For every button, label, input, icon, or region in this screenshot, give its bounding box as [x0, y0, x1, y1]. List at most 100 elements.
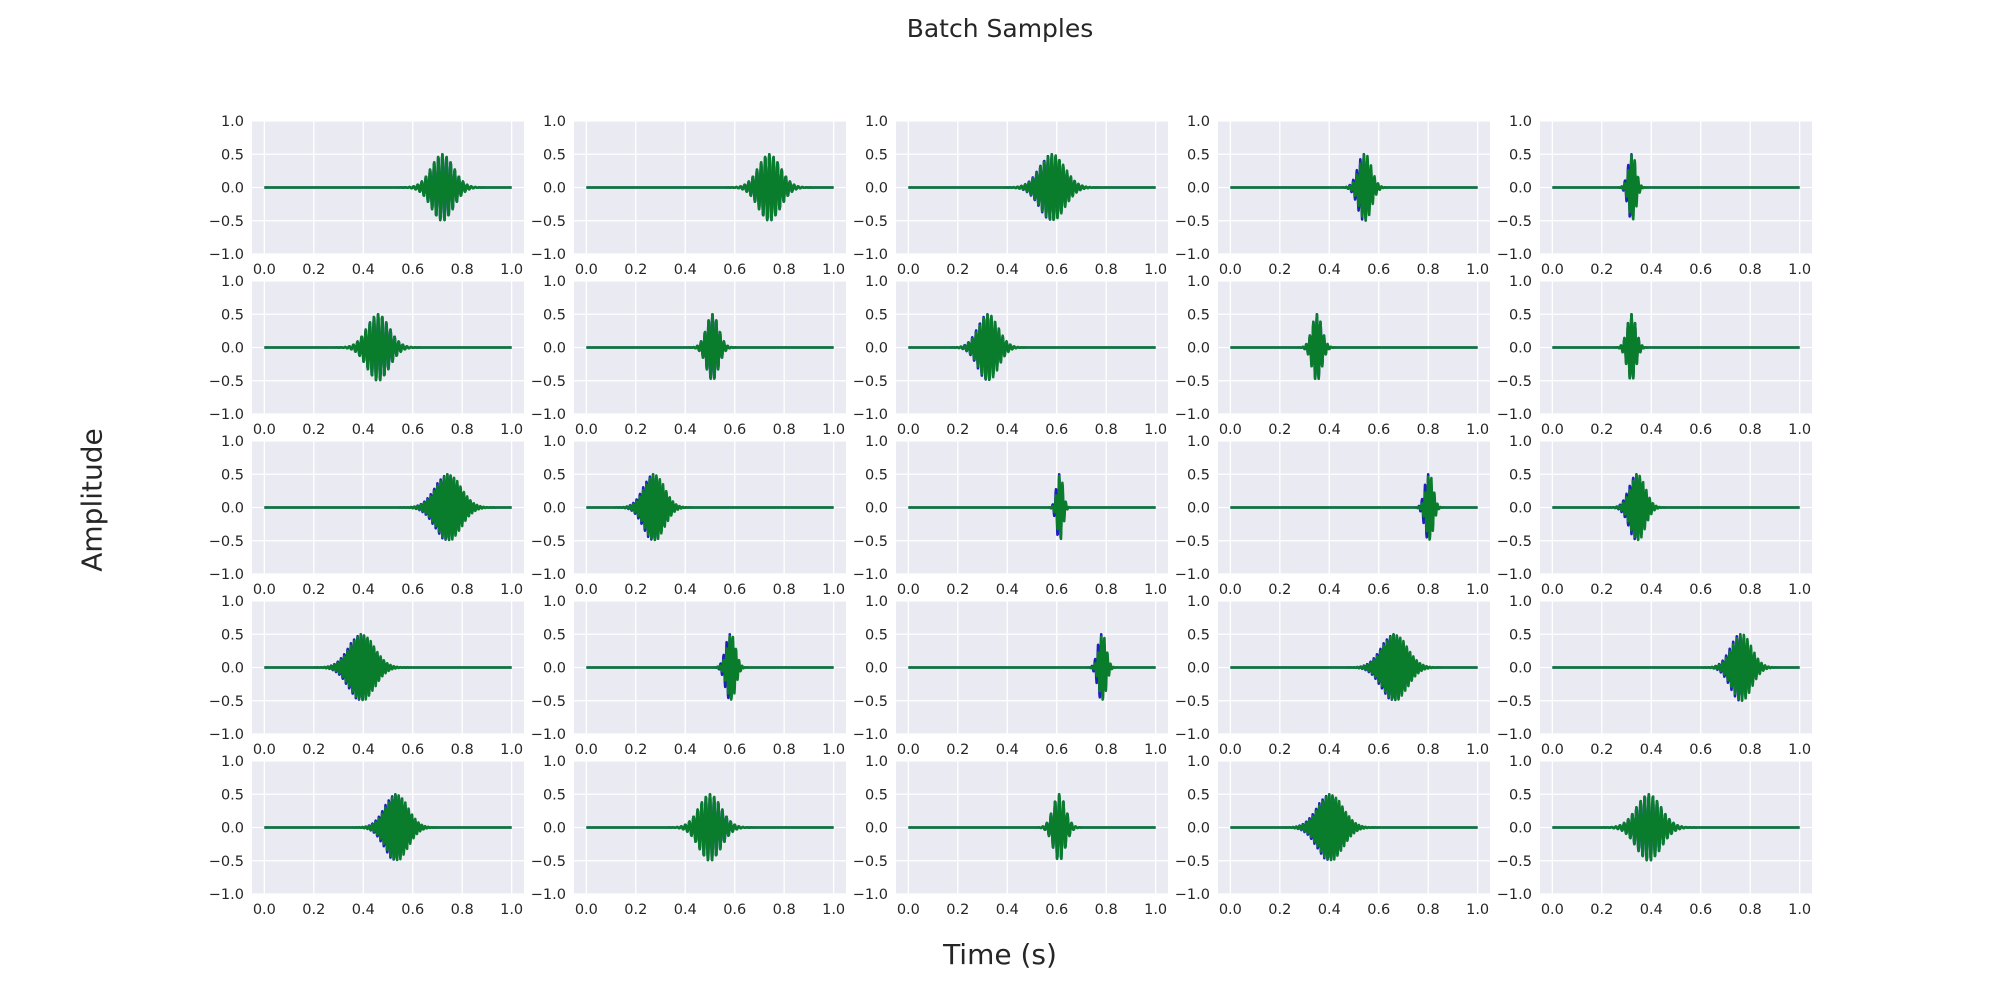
x-tick-label: 0.2 — [302, 422, 325, 438]
subplot-23: 0.0 0.2 0.4 0.6 0.8 1.0 1.0 0.5 0.0 −0.5 −1.0 — [853, 754, 1168, 918]
x-tick-label: 0.6 — [1367, 582, 1390, 598]
x-tick-label: 0.8 — [1417, 902, 1440, 918]
x-tick-label: 0.4 — [1318, 422, 1341, 438]
subplot-7: 0.0 0.2 0.4 0.6 0.8 1.0 1.0 0.5 0.0 −0.5 −1.0 — [531, 274, 846, 438]
y-tick-label: 0.0 — [1187, 341, 1210, 357]
y-tick-label: 0.0 — [865, 661, 888, 677]
chart-title: Batch Samples — [906, 14, 1094, 43]
y-tick-label: 0.5 — [865, 627, 888, 643]
overlay-trace — [263, 473, 513, 542]
x-tick-label: 0.6 — [1689, 422, 1712, 438]
x-tick-label: 1.0 — [500, 582, 523, 598]
y-tick-label: 0.0 — [543, 661, 566, 677]
overlay-trace — [1551, 633, 1801, 703]
x-tick-label: 0.0 — [575, 902, 598, 918]
y-tick-label: 0.0 — [865, 341, 888, 357]
y-tick-label: 0.5 — [221, 627, 244, 643]
y-tick-label: 1.0 — [865, 274, 888, 290]
y-tick-label: 0.0 — [1509, 821, 1532, 837]
x-tick-label: 1.0 — [500, 262, 523, 278]
x-tick-label: 1.0 — [1144, 422, 1167, 438]
y-tick-label: −0.5 — [531, 214, 566, 230]
x-tick-label: 0.2 — [1590, 902, 1613, 918]
y-tick-label: 0.0 — [221, 341, 244, 357]
x-tick-label: 0.4 — [352, 902, 375, 918]
x-tick-label: 0.4 — [1640, 262, 1663, 278]
y-tick-label: 0.0 — [543, 181, 566, 197]
x-tick-label: 0.2 — [946, 902, 969, 918]
overlay-trace — [907, 153, 1157, 222]
y-tick-label: 0.5 — [865, 147, 888, 163]
x-tick-label: 0.2 — [946, 422, 969, 438]
y-tick-label: −1.0 — [1175, 887, 1210, 903]
x-tick-label: 1.0 — [1466, 422, 1489, 438]
x-tick-label: 0.8 — [451, 422, 474, 438]
x-tick-label: 0.8 — [1417, 422, 1440, 438]
x-tick-label: 0.2 — [1268, 742, 1291, 758]
x-tick-label: 0.6 — [1045, 262, 1068, 278]
x-tick-label: 0.0 — [253, 742, 276, 758]
x-tick-label: 1.0 — [1788, 742, 1811, 758]
x-tick-label: 0.2 — [946, 582, 969, 598]
subplot-10: 0.0 0.2 0.4 0.6 0.8 1.0 1.0 0.5 0.0 −0.5 −1.0 — [1497, 274, 1812, 438]
subplot-9: 0.0 0.2 0.4 0.6 0.8 1.0 1.0 0.5 0.0 −0.5 −1.0 — [1175, 274, 1490, 438]
x-tick-label: 0.8 — [1095, 902, 1118, 918]
x-tick-label: 0.0 — [1219, 582, 1242, 598]
y-tick-label: −0.5 — [853, 374, 888, 390]
x-tick-label: 0.0 — [897, 582, 920, 598]
y-tick-label: −1.0 — [853, 887, 888, 903]
x-tick-label: 0.8 — [1739, 422, 1762, 438]
y-tick-label: −0.5 — [209, 854, 244, 870]
y-tick-label: −0.5 — [1497, 534, 1532, 550]
y-tick-label: 0.5 — [543, 307, 566, 323]
y-tick-label: −1.0 — [1497, 727, 1532, 743]
y-tick-label: 0.0 — [1509, 661, 1532, 677]
y-tick-label: 0.5 — [865, 307, 888, 323]
y-tick-label: −1.0 — [1175, 567, 1210, 583]
x-tick-label: 0.2 — [624, 262, 647, 278]
subplot-16: 0.0 0.2 0.4 0.6 0.8 1.0 1.0 0.5 0.0 −0.5 −1.0 — [209, 594, 524, 758]
subplot-8: 0.0 0.2 0.4 0.6 0.8 1.0 1.0 0.5 0.0 −0.5 −1.0 — [853, 274, 1168, 438]
y-tick-label: 0.0 — [543, 821, 566, 837]
y-tick-label: 0.5 — [1509, 147, 1532, 163]
y-tick-label: 1.0 — [865, 754, 888, 770]
x-tick-label: 0.0 — [253, 422, 276, 438]
x-tick-label: 0.2 — [624, 742, 647, 758]
y-tick-label: 0.0 — [543, 501, 566, 517]
overlay-trace — [1551, 312, 1801, 380]
subplot-3: 0.0 0.2 0.4 0.6 0.8 1.0 1.0 0.5 0.0 −0.5 −1.0 — [853, 114, 1168, 278]
y-tick-label: 0.0 — [865, 821, 888, 837]
y-tick-label: 1.0 — [543, 594, 566, 610]
y-tick-label: −1.0 — [1497, 247, 1532, 263]
x-tick-label: 0.4 — [674, 582, 697, 598]
y-tick-label: 1.0 — [543, 434, 566, 450]
x-tick-label: 0.2 — [1590, 742, 1613, 758]
subplot-14: 0.0 0.2 0.4 0.6 0.8 1.0 1.0 0.5 0.0 −0.5 −1.0 — [1175, 434, 1490, 598]
y-tick-label: −1.0 — [1497, 887, 1532, 903]
x-tick-label: 0.6 — [723, 902, 746, 918]
x-tick-label: 0.4 — [1318, 262, 1341, 278]
y-tick-label: −1.0 — [209, 567, 244, 583]
y-tick-label: 1.0 — [1187, 594, 1210, 610]
x-tick-label: 0.2 — [302, 582, 325, 598]
x-tick-label: 0.4 — [1640, 742, 1663, 758]
x-tick-label: 0.0 — [1219, 262, 1242, 278]
y-tick-label: −0.5 — [1497, 374, 1532, 390]
y-tick-label: 1.0 — [1187, 114, 1210, 130]
x-tick-label: 1.0 — [500, 902, 523, 918]
y-tick-label: 1.0 — [1509, 754, 1532, 770]
y-tick-label: 0.5 — [543, 627, 566, 643]
x-tick-label: 0.0 — [897, 902, 920, 918]
y-tick-label: 0.5 — [543, 147, 566, 163]
x-tick-label: 0.8 — [451, 902, 474, 918]
overlay-trace — [1229, 633, 1479, 702]
x-tick-label: 0.8 — [773, 582, 796, 598]
y-tick-label: 0.5 — [865, 787, 888, 803]
x-tick-label: 0.0 — [1219, 422, 1242, 438]
y-tick-label: 1.0 — [221, 274, 244, 290]
x-tick-label: 0.4 — [674, 422, 697, 438]
y-tick-label: 0.0 — [1509, 181, 1532, 197]
x-tick-label: 0.6 — [1045, 742, 1068, 758]
subplot-5: 0.0 0.2 0.4 0.6 0.8 1.0 1.0 0.5 0.0 −0.5 −1.0 — [1497, 114, 1812, 278]
